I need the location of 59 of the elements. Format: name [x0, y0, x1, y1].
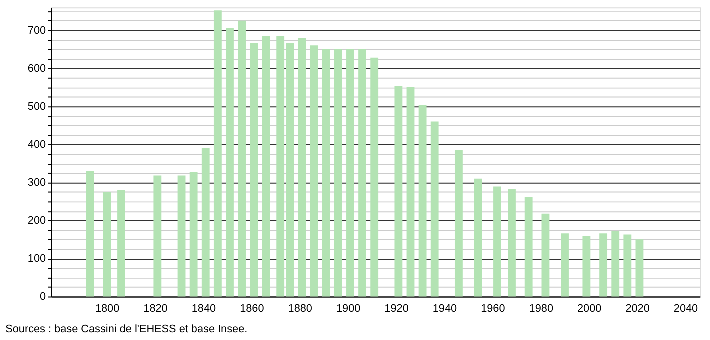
bar	[394, 86, 403, 297]
source-note: Sources : base Cassini de l'EHESS et base Insee.	[6, 323, 248, 336]
bar	[508, 189, 516, 297]
y-tick-label: 0	[40, 291, 46, 304]
x-tick-label: 1820	[144, 303, 168, 316]
bar	[214, 10, 222, 297]
bar	[418, 105, 427, 297]
bar	[276, 36, 285, 297]
bar	[286, 42, 294, 297]
bar	[322, 49, 330, 297]
bar	[250, 42, 258, 297]
bar	[636, 240, 644, 297]
y-tick-label: 100	[28, 253, 46, 266]
bar	[561, 234, 569, 297]
bar	[524, 197, 533, 297]
bar	[226, 28, 234, 297]
x-tick-label: 1920	[384, 303, 409, 316]
bar	[430, 122, 439, 297]
x-tick-label: 2040	[674, 303, 698, 316]
x-tick-label: 1900	[336, 303, 361, 316]
bar	[238, 20, 246, 297]
bar	[346, 49, 354, 297]
bar	[154, 176, 162, 297]
y-tick-label: 500	[28, 100, 46, 113]
bar	[118, 190, 126, 297]
x-tick-label: 1800	[95, 303, 120, 316]
bar	[334, 49, 342, 297]
x-tick-label: 1960	[481, 303, 506, 316]
bar	[202, 148, 210, 297]
bar	[358, 49, 366, 297]
y-tick-label: 300	[28, 177, 46, 190]
x-tick-label: 2000	[577, 303, 602, 316]
bar	[178, 176, 186, 297]
x-tick-label: 1860	[240, 303, 264, 316]
y-tick-label: 600	[28, 62, 46, 75]
bar	[494, 186, 502, 297]
bar	[600, 234, 608, 297]
bar	[624, 234, 632, 297]
y-tick-label: 200	[28, 215, 46, 228]
x-tick-label: 2020	[626, 303, 650, 316]
bar	[310, 46, 318, 297]
bar	[370, 58, 379, 297]
x-tick-label: 1980	[529, 303, 554, 316]
x-tick-label: 1940	[432, 303, 458, 316]
bar	[103, 192, 112, 297]
bar	[406, 88, 415, 297]
y-tick-label: 700	[28, 24, 46, 37]
bar	[612, 231, 620, 297]
bar	[86, 171, 94, 297]
bar	[190, 172, 198, 297]
bar	[298, 38, 306, 297]
bar	[542, 214, 550, 297]
y-tick-label: 400	[28, 139, 46, 152]
bar	[262, 36, 270, 297]
bar	[582, 236, 591, 297]
bar	[454, 150, 463, 297]
x-tick-label: 1840	[192, 303, 216, 316]
x-tick-label: 1880	[288, 303, 312, 316]
bar	[474, 178, 482, 297]
